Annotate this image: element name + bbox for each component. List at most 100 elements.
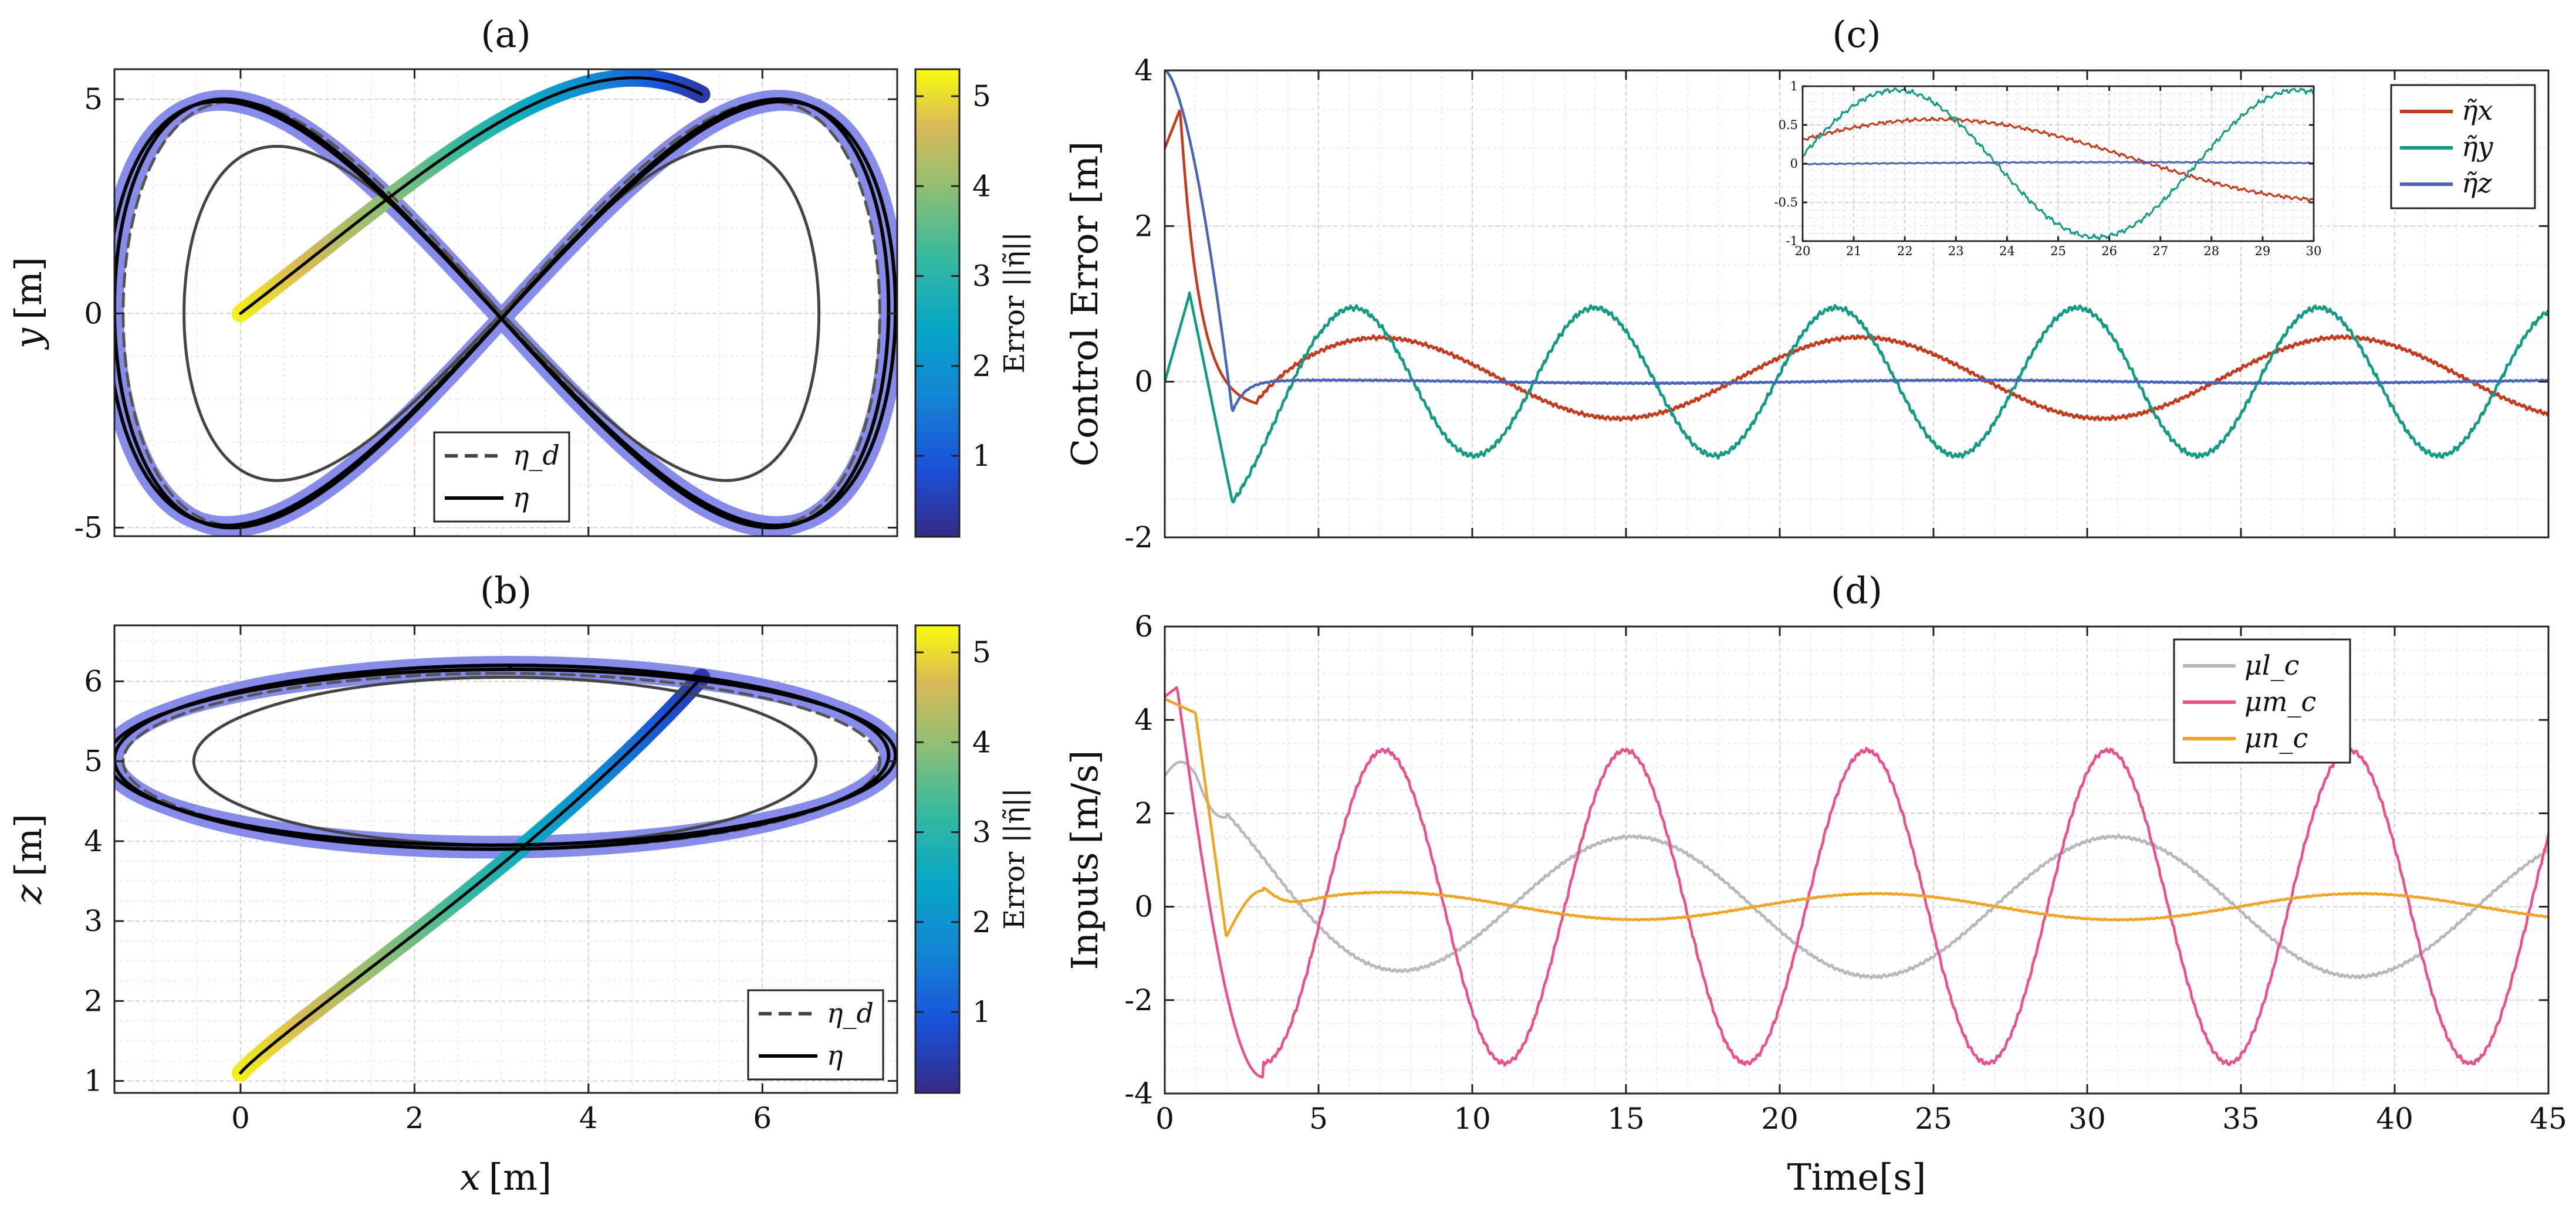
y-tick-label: -0.5 (1774, 195, 1799, 209)
x-tick-label: 6 (753, 1101, 772, 1135)
y-tick-label: 5 (84, 744, 103, 778)
x-tick-label: 30 (2306, 244, 2322, 258)
panel-a-axes-box (113, 68, 898, 537)
series-mu-l-line (1165, 760, 2548, 980)
legend-c-etax-label: η̃x (2462, 94, 2493, 126)
panel-b-axes-box (113, 624, 898, 1094)
y-tick-label: 0 (1134, 890, 1153, 924)
panel-a-colorbar: 1 2 3 4 5 Error ||η̃|| (914, 68, 1031, 538)
y-tick-label: 4 (84, 824, 103, 858)
y-tick-label: 1 (84, 1064, 103, 1098)
y-tick-label: 6 (1134, 610, 1153, 644)
colorbar-tick-label: 2 (972, 349, 991, 383)
colorbar-tick-label: 5 (972, 635, 991, 669)
panel-a-title: (a) (481, 13, 530, 56)
legend-d-mum-label: μm_c (2244, 686, 2316, 717)
x-tick-label: 21 (1846, 244, 1862, 258)
colorbar-tick-label: 5 (972, 79, 991, 113)
panel-a-legend: η_d η (433, 431, 570, 523)
y-tick-label: -1 (1786, 234, 1798, 248)
colorbar-tick-label: 3 (972, 815, 991, 849)
panel-d-title: (d) (1831, 569, 1882, 612)
panel-b-eta-transient (239, 676, 703, 1075)
inset-series-layer (1803, 87, 2314, 241)
y-tick-label: 3 (84, 904, 103, 938)
legend-b-etad-label: η_d (827, 997, 874, 1029)
inset-eta-z-line (1803, 160, 2314, 165)
panel-b-trajectory-layer (114, 656, 897, 1082)
colorbar-b-label: Error ||η̃|| (998, 788, 1031, 929)
legend-a-etad-label: η_d (513, 439, 560, 471)
y-tick-label: -4 (1124, 1076, 1153, 1111)
colorbar-b-gradient (914, 624, 961, 1094)
legend-a-eta-label: η (513, 482, 529, 513)
panel-c-legend: η̃x η̃y η̃z (2390, 84, 2536, 209)
y-tick-label: 5 (84, 82, 103, 116)
colorbar-a-label: Error ||η̃|| (998, 232, 1031, 373)
panel-a-ylabel: y[m] (7, 257, 50, 350)
x-tick-label: 2 (405, 1101, 424, 1135)
panel-a-ticks: -5 0 5 (74, 69, 897, 544)
y-tick-label: 0.5 (1779, 118, 1798, 132)
panel-d-axes-box (1164, 625, 2550, 1095)
colorbar-tick-label: 2 (972, 905, 991, 939)
panel-a-eta-line (114, 97, 897, 530)
panel-c-series-layer (1165, 70, 2548, 504)
y-tick-label: 6 (84, 664, 103, 698)
series-mu-m-line (1165, 686, 2548, 1079)
panel-d-ticks: 0 5 10 15 20 25 30 35 40 45 -4 -2 0 2 4 6 (1124, 610, 2567, 1136)
colorbar-b-ticks: 1 2 3 4 5 (915, 635, 991, 1029)
panel-d-legend: μl_c μm_c μn_c (2173, 638, 2351, 764)
x-tick-label: 40 (2376, 1102, 2413, 1136)
y-tick-label: -2 (1124, 983, 1153, 1017)
series-eta-x-line (1165, 109, 2548, 422)
y-tick-label: 2 (1134, 209, 1153, 243)
legend-d-mun-label: μn_c (2244, 722, 2308, 754)
x-tick-label: 24 (1999, 244, 2015, 258)
y-tick-label: 0 (1134, 365, 1153, 399)
panel-c-title: (c) (1832, 13, 1881, 56)
x-tick-label: 20 (1795, 244, 1811, 258)
x-tick-label: 0 (231, 1101, 250, 1135)
x-tick-label: 5 (1309, 1102, 1328, 1136)
legend-c-etay-label: η̃y (2462, 131, 2494, 162)
x-tick-label: 10 (1453, 1102, 1491, 1136)
panel-b-ticks: 0 2 4 6 1 2 3 4 5 6 (84, 625, 897, 1135)
x-tick-label: 45 (2530, 1102, 2567, 1136)
panel-b-colorbar: 1 2 3 4 5 Error ||η̃|| (914, 624, 1031, 1094)
x-tick-label: 22 (1897, 244, 1913, 258)
x-tick-label: 0 (1155, 1102, 1174, 1136)
x-tick-label: 35 (2222, 1102, 2260, 1136)
panel-c-inset: 20 21 22 23 24 25 26 27 28 29 30 -1 -0.5 0 0.5 1 (1774, 79, 2322, 258)
panel-d-xlabel: Time[s] (1787, 1156, 1926, 1199)
colorbar-tick-label: 3 (972, 259, 991, 293)
x-tick-label: 26 (2101, 244, 2117, 258)
x-tick-label: 20 (1761, 1102, 1799, 1136)
y-tick-label: 1 (1790, 79, 1798, 93)
panel-b-xlabel: x [m] (460, 1156, 552, 1199)
y-tick-label: 4 (1134, 53, 1153, 87)
x-tick-label: 4 (579, 1101, 598, 1135)
colorbar-a-gradient (914, 68, 961, 538)
inset-ticks: 20 21 22 23 24 25 26 27 28 29 30 -1 -0.5 0 0.5 1 (1774, 79, 2322, 258)
panel-d-series-layer (1165, 686, 2548, 1079)
panel-a-eta-transient (239, 76, 703, 315)
panel-d: (d) 0 5 10 15 20 25 30 35 40 45 -4 -2 0 2 4 6 Inputs[m/… (1063, 569, 2567, 1199)
x-tick-label: 23 (1948, 244, 1964, 258)
inset-eta-x-line (1803, 117, 2314, 202)
x-tick-label: 28 (2203, 244, 2219, 258)
x-tick-label: 27 (2152, 244, 2168, 258)
panel-d-ylabel: Inputs[m/s] (1063, 750, 1106, 970)
y-tick-label: 2 (84, 984, 103, 1018)
colorbar-tick-label: 1 (972, 995, 991, 1029)
panel-b: (b) 0 2 4 6 1 2 3 4 5 6 z[m] x [m] η_d η 1 2 3 4 5 Err… (7, 569, 1031, 1199)
inset-eta-y-line (1803, 87, 2314, 241)
panel-b-eta-line (114, 663, 897, 851)
legend-b-eta-label: η (827, 1040, 843, 1071)
y-tick-label: -2 (1124, 520, 1153, 554)
panel-c-ylabel: Control Error [m] (1063, 141, 1106, 467)
panel-a-trajectory-layer (114, 69, 897, 536)
